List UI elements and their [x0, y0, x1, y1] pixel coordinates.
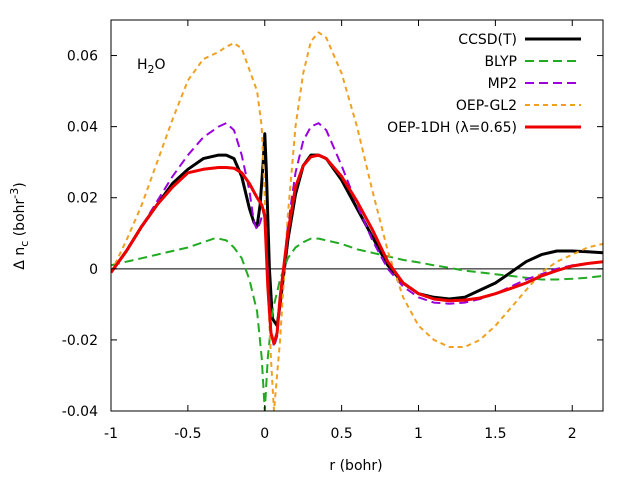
series-line-0 — [111, 132, 603, 328]
plot-frame — [110, 19, 604, 412]
y-tick-label: 0.06 — [67, 49, 98, 65]
x-tick-label: -0.5 — [174, 426, 201, 442]
y-tick-label: 0 — [89, 262, 98, 278]
legend-label: BLYP — [484, 54, 517, 70]
legend-label: CCSD(T) — [458, 32, 517, 48]
legend: CCSD(T) BLYP MP2 OEP-GL2 OEP-1DH (λ=0.65) — [387, 32, 581, 136]
x-tick-label: 0 — [260, 426, 269, 442]
x-axis: -1 -0.5 0 0.5 1 1.5 2 — [104, 20, 577, 442]
y-axis: -0.04 -0.02 0 0.02 0.04 0.06 — [62, 49, 603, 420]
x-tick-label: 1 — [414, 426, 423, 442]
series-line-4 — [111, 153, 603, 345]
x-tick-label: -1 — [104, 426, 118, 442]
series-layer — [111, 31, 603, 411]
y-tick-label: 0.04 — [67, 120, 98, 136]
y-axis-label: Δ nc (bohr-3) — [8, 182, 31, 269]
y-tick-label: -0.02 — [62, 333, 98, 349]
legend-label: MP2 — [488, 76, 517, 92]
series-line-3 — [111, 31, 603, 411]
y-tick-label: 0.02 — [67, 191, 98, 207]
x-axis-label: r (bohr) — [329, 458, 382, 474]
legend-label: OEP-GL2 — [456, 98, 517, 114]
x-tick-label: 2 — [568, 426, 577, 442]
y-tick-label: -0.04 — [62, 404, 98, 420]
x-tick-label: 1.5 — [484, 426, 506, 442]
series-line-1 — [111, 237, 603, 411]
x-tick-label: 0.5 — [330, 426, 352, 442]
series-line-2 — [111, 122, 603, 348]
molecule-annotation: H2O — [137, 57, 166, 76]
legend-label: OEP-1DH (λ=0.65) — [387, 120, 517, 136]
